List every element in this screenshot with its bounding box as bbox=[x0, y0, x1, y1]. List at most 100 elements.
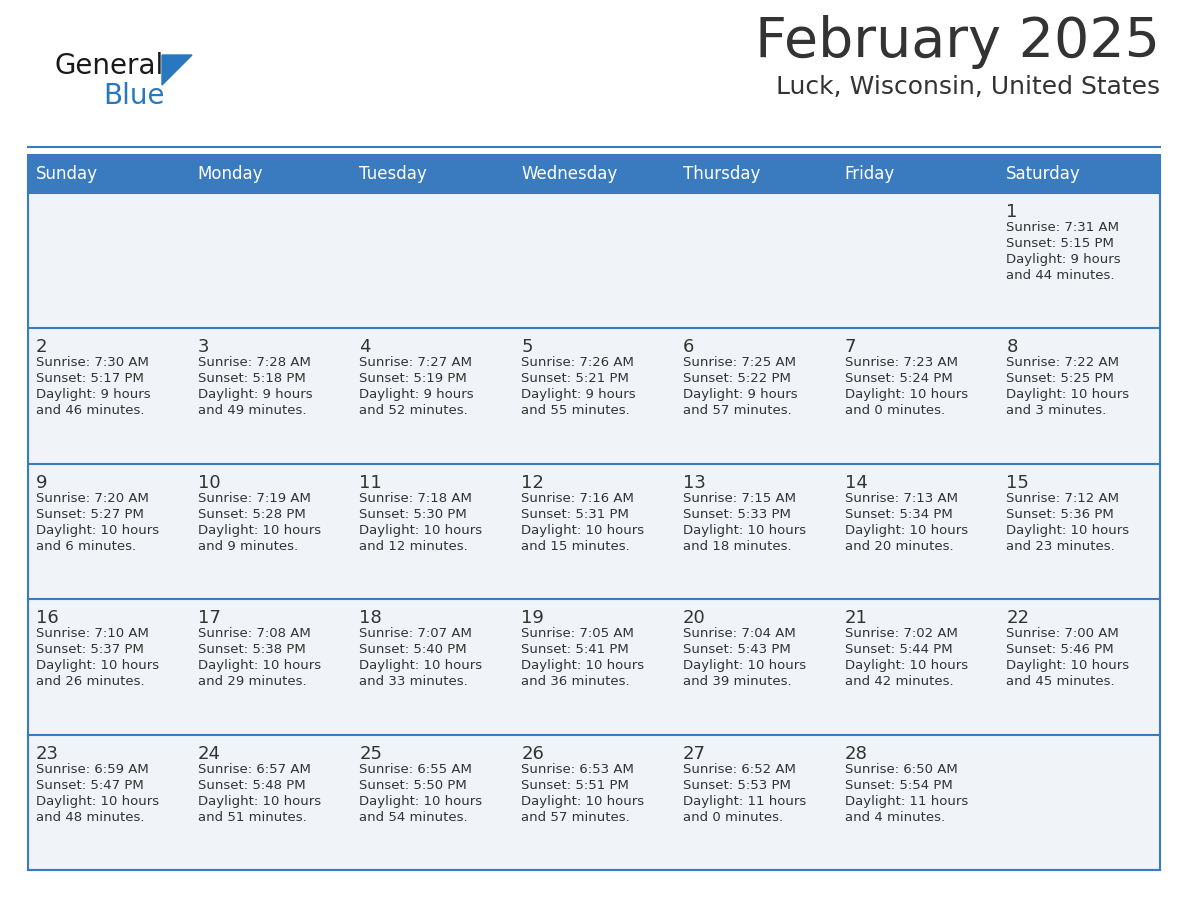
Text: Monday: Monday bbox=[197, 165, 264, 183]
Bar bbox=[352, 464, 513, 599]
Text: Sunset: 5:30 PM: Sunset: 5:30 PM bbox=[360, 508, 467, 521]
Text: and 54 minutes.: and 54 minutes. bbox=[360, 811, 468, 823]
Bar bbox=[190, 193, 352, 329]
Text: Sunset: 5:15 PM: Sunset: 5:15 PM bbox=[1006, 237, 1114, 250]
Text: Daylight: 10 hours: Daylight: 10 hours bbox=[360, 795, 482, 808]
Text: Sunset: 5:18 PM: Sunset: 5:18 PM bbox=[197, 373, 305, 386]
Text: Sunrise: 7:27 AM: Sunrise: 7:27 AM bbox=[360, 356, 473, 369]
Text: and 39 minutes.: and 39 minutes. bbox=[683, 676, 791, 688]
Text: 18: 18 bbox=[360, 610, 383, 627]
Text: 27: 27 bbox=[683, 744, 706, 763]
Text: and 4 minutes.: and 4 minutes. bbox=[845, 811, 944, 823]
Text: Daylight: 10 hours: Daylight: 10 hours bbox=[197, 524, 321, 537]
Text: and 44 minutes.: and 44 minutes. bbox=[1006, 269, 1114, 282]
Text: Daylight: 10 hours: Daylight: 10 hours bbox=[683, 524, 805, 537]
Text: Sunset: 5:34 PM: Sunset: 5:34 PM bbox=[845, 508, 953, 521]
Text: 5: 5 bbox=[522, 339, 532, 356]
Text: 19: 19 bbox=[522, 610, 544, 627]
Text: and 15 minutes.: and 15 minutes. bbox=[522, 540, 630, 553]
Text: Sunrise: 7:07 AM: Sunrise: 7:07 AM bbox=[360, 627, 473, 640]
Text: Sunset: 5:44 PM: Sunset: 5:44 PM bbox=[845, 644, 953, 656]
Bar bbox=[836, 599, 998, 734]
Bar bbox=[29, 599, 190, 734]
Text: and 33 minutes.: and 33 minutes. bbox=[360, 676, 468, 688]
Text: Daylight: 10 hours: Daylight: 10 hours bbox=[197, 795, 321, 808]
Text: Sunrise: 6:59 AM: Sunrise: 6:59 AM bbox=[36, 763, 148, 776]
Text: and 36 minutes.: and 36 minutes. bbox=[522, 676, 630, 688]
Bar bbox=[190, 464, 352, 599]
Text: Daylight: 9 hours: Daylight: 9 hours bbox=[522, 388, 636, 401]
Text: 12: 12 bbox=[522, 474, 544, 492]
Text: Daylight: 9 hours: Daylight: 9 hours bbox=[683, 388, 797, 401]
Text: Daylight: 10 hours: Daylight: 10 hours bbox=[845, 388, 968, 401]
Text: 1: 1 bbox=[1006, 203, 1018, 221]
Text: 17: 17 bbox=[197, 610, 221, 627]
Bar bbox=[998, 599, 1159, 734]
Text: Daylight: 11 hours: Daylight: 11 hours bbox=[845, 795, 968, 808]
Text: Sunset: 5:17 PM: Sunset: 5:17 PM bbox=[36, 373, 144, 386]
Text: February 2025: February 2025 bbox=[756, 15, 1159, 69]
Text: and 0 minutes.: and 0 minutes. bbox=[683, 811, 783, 823]
Text: Blue: Blue bbox=[103, 82, 164, 110]
Text: Luck, Wisconsin, United States: Luck, Wisconsin, United States bbox=[776, 75, 1159, 99]
Bar bbox=[998, 734, 1159, 870]
Bar bbox=[29, 464, 190, 599]
Text: Sunrise: 7:12 AM: Sunrise: 7:12 AM bbox=[1006, 492, 1119, 505]
Text: and 26 minutes.: and 26 minutes. bbox=[36, 676, 145, 688]
Text: and 49 minutes.: and 49 minutes. bbox=[197, 405, 307, 418]
Text: Sunrise: 7:18 AM: Sunrise: 7:18 AM bbox=[360, 492, 473, 505]
Text: Daylight: 10 hours: Daylight: 10 hours bbox=[36, 795, 159, 808]
Text: Sunday: Sunday bbox=[36, 165, 97, 183]
Text: 9: 9 bbox=[36, 474, 48, 492]
Text: 2: 2 bbox=[36, 339, 48, 356]
Bar bbox=[998, 193, 1159, 329]
Text: Sunrise: 7:26 AM: Sunrise: 7:26 AM bbox=[522, 356, 634, 369]
Text: 7: 7 bbox=[845, 339, 857, 356]
Text: Friday: Friday bbox=[845, 165, 895, 183]
Text: 10: 10 bbox=[197, 474, 220, 492]
Text: Daylight: 10 hours: Daylight: 10 hours bbox=[1006, 388, 1130, 401]
Text: Wednesday: Wednesday bbox=[522, 165, 618, 183]
Text: Sunrise: 7:28 AM: Sunrise: 7:28 AM bbox=[197, 356, 310, 369]
Text: Sunrise: 7:05 AM: Sunrise: 7:05 AM bbox=[522, 627, 634, 640]
Text: Sunrise: 6:57 AM: Sunrise: 6:57 AM bbox=[197, 763, 310, 776]
Text: Sunset: 5:40 PM: Sunset: 5:40 PM bbox=[360, 644, 467, 656]
Bar bbox=[190, 329, 352, 464]
Bar bbox=[190, 155, 352, 193]
Bar bbox=[513, 329, 675, 464]
Bar bbox=[513, 599, 675, 734]
Text: Daylight: 10 hours: Daylight: 10 hours bbox=[1006, 659, 1130, 672]
Bar bbox=[675, 329, 836, 464]
Text: Sunrise: 7:15 AM: Sunrise: 7:15 AM bbox=[683, 492, 796, 505]
Text: and 18 minutes.: and 18 minutes. bbox=[683, 540, 791, 553]
Bar bbox=[513, 464, 675, 599]
Text: 6: 6 bbox=[683, 339, 694, 356]
Bar bbox=[998, 329, 1159, 464]
Bar bbox=[675, 464, 836, 599]
Text: and 57 minutes.: and 57 minutes. bbox=[683, 405, 791, 418]
Text: Daylight: 10 hours: Daylight: 10 hours bbox=[1006, 524, 1130, 537]
Polygon shape bbox=[162, 55, 192, 85]
Text: Daylight: 10 hours: Daylight: 10 hours bbox=[360, 524, 482, 537]
Bar bbox=[513, 155, 675, 193]
Text: Sunset: 5:48 PM: Sunset: 5:48 PM bbox=[197, 778, 305, 791]
Text: Sunrise: 6:50 AM: Sunrise: 6:50 AM bbox=[845, 763, 958, 776]
Text: Daylight: 10 hours: Daylight: 10 hours bbox=[522, 524, 644, 537]
Bar bbox=[352, 734, 513, 870]
Text: Sunset: 5:25 PM: Sunset: 5:25 PM bbox=[1006, 373, 1114, 386]
Text: Daylight: 9 hours: Daylight: 9 hours bbox=[36, 388, 151, 401]
Text: Daylight: 9 hours: Daylight: 9 hours bbox=[1006, 253, 1121, 266]
Text: Sunset: 5:24 PM: Sunset: 5:24 PM bbox=[845, 373, 953, 386]
Text: Sunset: 5:53 PM: Sunset: 5:53 PM bbox=[683, 778, 791, 791]
Text: 28: 28 bbox=[845, 744, 867, 763]
Text: Sunrise: 7:02 AM: Sunrise: 7:02 AM bbox=[845, 627, 958, 640]
Bar bbox=[352, 155, 513, 193]
Text: Sunset: 5:36 PM: Sunset: 5:36 PM bbox=[1006, 508, 1114, 521]
Text: Sunset: 5:27 PM: Sunset: 5:27 PM bbox=[36, 508, 144, 521]
Text: and 20 minutes.: and 20 minutes. bbox=[845, 540, 953, 553]
Text: Sunrise: 7:08 AM: Sunrise: 7:08 AM bbox=[197, 627, 310, 640]
Bar bbox=[352, 329, 513, 464]
Bar bbox=[836, 329, 998, 464]
Text: Sunrise: 7:20 AM: Sunrise: 7:20 AM bbox=[36, 492, 148, 505]
Text: Daylight: 10 hours: Daylight: 10 hours bbox=[36, 659, 159, 672]
